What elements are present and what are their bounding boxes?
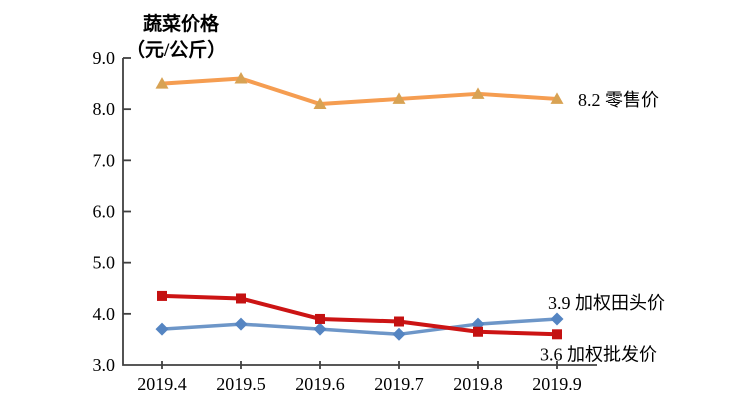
y-axis-tick-label: 8.0 [93, 99, 116, 119]
series-line [160, 317, 559, 337]
data-point-marker-square [552, 329, 562, 340]
data-point-marker-diamond [313, 322, 327, 336]
x-axis-tick-label: 2019.6 [295, 374, 345, 394]
series-end-label: 3.9 加权田头价 [548, 293, 665, 313]
data-point-marker-square [157, 290, 167, 301]
series-加权批发价 [157, 290, 562, 340]
data-point-marker-diamond [234, 317, 248, 331]
series-line [160, 293, 559, 337]
data-point-marker-square [236, 293, 246, 304]
chart-title: 蔬菜价格 [143, 12, 220, 35]
data-point-marker-diamond [392, 327, 406, 341]
y-axis-tick-label: 6.0 [93, 202, 116, 222]
series-line [160, 76, 559, 107]
data-point-marker-square [394, 316, 404, 327]
y-axis-tick-label: 3.0 [93, 355, 116, 375]
x-axis-tick-label: 2019.9 [532, 374, 582, 394]
data-point-marker-diamond [155, 322, 169, 336]
data-point-marker-triangle [313, 97, 327, 110]
data-point-marker-triangle [155, 77, 169, 89]
y-axis-tick-label: 9.0 [93, 48, 116, 68]
data-point-marker-triangle [550, 92, 564, 104]
series-end-label: 3.6 加权批发价 [540, 344, 657, 364]
annotation-layer: 8.2 零售价 3.9 加权田头价 3.6 加权批发价 [540, 90, 665, 364]
x-axis-tick-label: 2019.7 [374, 374, 424, 394]
x-axis-tick-label: 2019.4 [137, 374, 187, 394]
data-point-marker-triangle [234, 71, 248, 84]
y-axis-tick-label: 4.0 [93, 304, 116, 324]
series-end-label: 8.2 零售价 [578, 90, 659, 110]
data-point-marker-square [473, 326, 483, 337]
data-point-marker-triangle [392, 92, 406, 104]
data-point-marker-square [315, 313, 325, 324]
series-加权田头价 [155, 312, 564, 341]
data-point-marker-diamond [550, 312, 564, 326]
chart-unit-label: （元/公斤） [126, 38, 226, 61]
axes-layer: 9.0 8.0 7.0 6.0 5.0 4.0 3.0 2019.4 2019.5 2019.6 2… [93, 48, 597, 394]
y-axis-tick-label: 5.0 [93, 253, 116, 273]
x-axis-tick-label: 2019.5 [216, 374, 266, 394]
series-零售价 [155, 71, 564, 110]
data-point-marker-triangle [471, 87, 485, 99]
series-layer [155, 71, 564, 341]
y-axis-tick-label: 7.0 [93, 150, 116, 170]
x-axis-tick-label: 2019.8 [453, 374, 503, 394]
